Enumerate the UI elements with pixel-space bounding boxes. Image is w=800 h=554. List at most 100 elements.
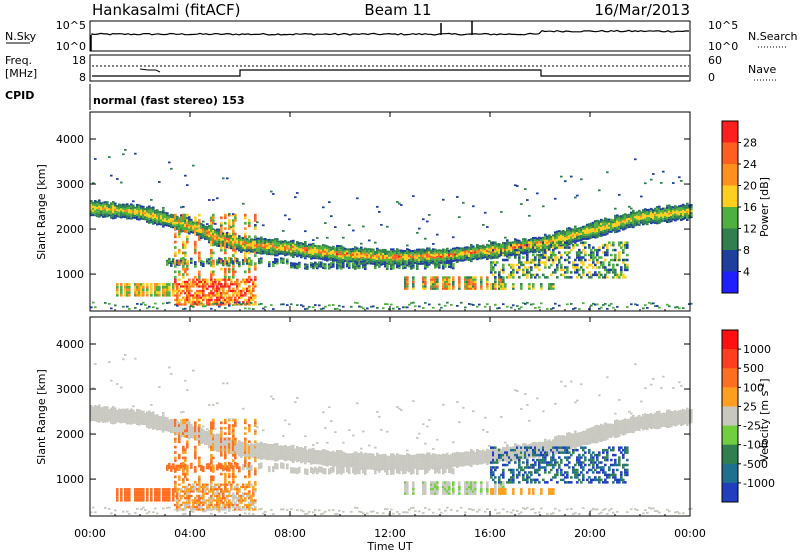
- power-cell: [178, 301, 181, 304]
- power-cell: [318, 253, 321, 256]
- power-cell: [670, 214, 673, 217]
- power-cell: [138, 208, 141, 211]
- power-cell: [384, 265, 387, 268]
- velocity-cell: [94, 411, 97, 414]
- power-cell: [454, 253, 457, 256]
- power-cell: [464, 280, 467, 284]
- power-cell: [450, 250, 453, 253]
- power-cell: [468, 280, 471, 284]
- power-cell: [186, 213, 189, 217]
- power-cell: [524, 244, 527, 247]
- power-cell: [182, 219, 185, 223]
- power-cell: [322, 262, 325, 265]
- power-cell: [500, 211, 503, 213]
- power-cell: [326, 251, 329, 254]
- power-cell: [372, 250, 375, 253]
- power-cell: [102, 207, 105, 210]
- power-cell: [464, 285, 467, 288]
- power-cell: [208, 258, 211, 261]
- velocity-cell: [144, 415, 147, 418]
- power-cell: [460, 249, 463, 252]
- power-cell: [612, 219, 615, 222]
- velocity-cell: [152, 427, 155, 430]
- power-cell: [510, 266, 513, 269]
- power-cell: [232, 248, 235, 252]
- power-cell: [386, 263, 389, 266]
- power-cell: [514, 243, 517, 247]
- velocity-cell: [146, 419, 149, 422]
- power-cell: [414, 249, 417, 252]
- power-cell: [500, 280, 503, 284]
- velocity-cell: [106, 412, 109, 415]
- power-cell: [320, 308, 323, 311]
- power-cell: [658, 205, 661, 208]
- power-cell: [370, 254, 373, 257]
- velocity-cell: [152, 411, 155, 414]
- power-cell: [396, 258, 399, 261]
- power-cell: [688, 212, 691, 215]
- power-cell: [270, 243, 273, 246]
- velocity-cell: [96, 418, 99, 421]
- power-cell: [624, 246, 627, 249]
- power-cell: [108, 156, 111, 158]
- power-cell: [230, 261, 233, 264]
- nsearch-label: N.Search: [748, 30, 798, 43]
- velocity-cell: [168, 425, 171, 428]
- power-cell: [534, 258, 537, 262]
- power-cell: [154, 293, 157, 297]
- power-cell: [218, 280, 221, 284]
- power-cell: [120, 283, 123, 286]
- power-cell: [242, 249, 245, 252]
- power-cell: [502, 285, 505, 288]
- power-cell: [352, 262, 355, 265]
- power-cell: [486, 243, 489, 246]
- power-cell: [488, 248, 491, 251]
- power-cell: [544, 246, 547, 249]
- power-cell: [324, 222, 327, 224]
- power-cell: [260, 238, 263, 241]
- power-cell: [600, 261, 603, 264]
- power-cell: [254, 250, 257, 253]
- power-cell: [512, 273, 515, 277]
- power-cell: [552, 307, 555, 310]
- power-cell: [630, 221, 633, 224]
- power-cell: [264, 244, 267, 247]
- power-cell: [168, 161, 171, 164]
- velocity-cell: [154, 420, 157, 423]
- velocity-cell: [104, 408, 107, 411]
- power-cell: [190, 259, 193, 262]
- power-cell: [124, 212, 127, 215]
- power-cell: [184, 243, 187, 247]
- power-cell: [574, 271, 577, 274]
- power-cell: [432, 278, 435, 281]
- power-cell: [624, 276, 627, 279]
- power-cell: [226, 296, 229, 299]
- velocity-cell: [162, 498, 165, 502]
- power-cell: [494, 280, 497, 284]
- power-cell: [246, 240, 249, 243]
- power-cell: [422, 256, 425, 259]
- power-cell: [614, 268, 617, 272]
- power-cell: [414, 257, 417, 260]
- power-cell: [134, 285, 137, 289]
- power-cell: [518, 243, 521, 246]
- power-cell: [452, 247, 455, 250]
- power-cell: [416, 231, 419, 234]
- power-cell: [542, 256, 545, 259]
- power-cell: [196, 285, 199, 288]
- power-cell: [254, 265, 257, 268]
- velocity-cell: [178, 499, 181, 502]
- power-cell: [438, 255, 441, 258]
- power-cell: [198, 229, 201, 233]
- power-cell: [638, 215, 641, 218]
- power-cell: [466, 250, 469, 253]
- power-cell: [128, 205, 131, 208]
- power-cell: [586, 237, 589, 240]
- power-cell: [232, 213, 235, 216]
- velocity-cell: [178, 426, 181, 429]
- power-cell: [224, 216, 227, 220]
- power-cell: [198, 285, 201, 288]
- velocity-cell: [182, 435, 185, 438]
- power-cell: [522, 250, 525, 253]
- power-cell: [308, 247, 311, 250]
